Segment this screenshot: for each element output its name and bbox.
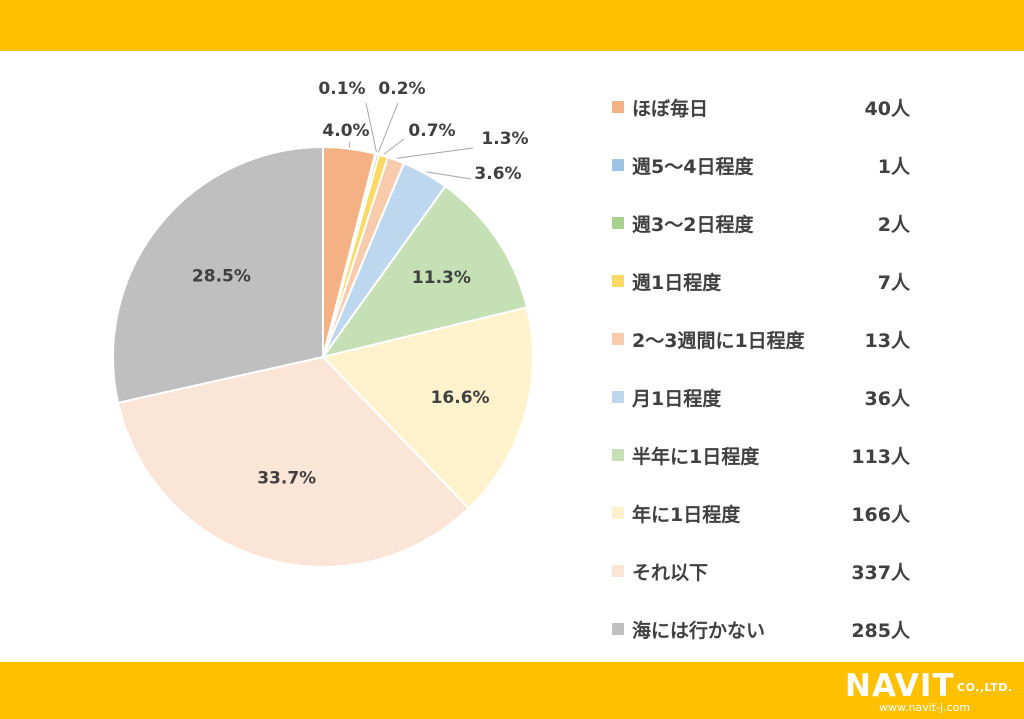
legend-swatch	[612, 217, 624, 229]
pie-slice-8	[116, 355, 471, 568]
legend-count: 36人	[864, 387, 910, 410]
legend-label: 週5～4日程度	[632, 155, 754, 178]
percent-label-2: 0.2%	[378, 79, 425, 99]
percent-label-1: 0.1%	[318, 79, 365, 99]
bottom-band	[0, 662, 1024, 719]
logo-suffix: CO.,LTD.	[957, 681, 1013, 694]
legend-swatch	[612, 391, 624, 403]
legend-label: ほぼ毎日	[632, 97, 709, 120]
legend-label: 半年に1日程度	[632, 445, 760, 468]
legend-count: 285人	[851, 619, 910, 642]
leader-line-5	[426, 171, 472, 180]
legend-item: 半年に1日程度 113人	[612, 426, 1012, 484]
legend-swatch	[612, 565, 624, 577]
legend-label: それ以下	[632, 561, 709, 584]
pie-chart: 4.0% 0.1% 0.2% 0.7% 1.3% 3.6% 11.3% 16.6% 33.7% 2…	[112, 79, 534, 568]
legend-label: 週1日程度	[632, 271, 722, 294]
leader-line-2	[377, 102, 399, 153]
navit-logo: NAVIT CO.,LTD. www.navit-j.com	[845, 668, 1020, 716]
legend-count: 40人	[864, 97, 910, 120]
pie-slice-7	[321, 306, 534, 510]
percent-label-9: 28.5%	[192, 267, 251, 287]
legend-swatch	[612, 623, 624, 635]
legend-label: 年に1日程度	[632, 503, 741, 526]
pie-slice-6	[320, 184, 529, 359]
legend-swatch	[612, 333, 624, 345]
legend-label: 2～3週間に1日程度	[632, 329, 805, 352]
legend-count: 1人	[877, 155, 910, 178]
legend-count: 337人	[851, 561, 910, 584]
percent-label-0: 4.0%	[322, 121, 369, 141]
legend-item: 週5～4日程度 1人	[612, 136, 1012, 194]
legend-swatch	[612, 159, 624, 171]
legend-count: 13人	[864, 329, 910, 352]
percent-label-3: 0.7%	[408, 121, 455, 141]
legend-item: 海には行かない 285人	[612, 600, 1012, 658]
legend-item: ほぼ毎日 40人	[612, 78, 1012, 136]
legend-item: 週3～2日程度 2人	[612, 194, 1012, 252]
pie-slices	[112, 145, 534, 568]
percent-label-5: 3.6%	[474, 164, 521, 184]
leader-line-3	[383, 138, 405, 155]
legend-count: 166人	[851, 503, 910, 526]
percent-label-7: 16.6%	[431, 388, 490, 408]
legend-label: 週3～2日程度	[632, 213, 754, 236]
legend-count: 2人	[877, 213, 910, 236]
legend-item: それ以下 337人	[612, 542, 1012, 600]
logo-brand: NAVIT	[845, 668, 955, 704]
legend-count: 113人	[851, 445, 910, 468]
legend-swatch	[612, 507, 624, 519]
percent-label-8: 33.7%	[257, 469, 316, 489]
legend-item: 月1日程度 36人	[612, 368, 1012, 426]
legend-item: 週1日程度 7人	[612, 252, 1012, 310]
legend-count: 7人	[877, 271, 910, 294]
legend-label: 月1日程度	[632, 387, 722, 410]
legend: ほぼ毎日 40人週5～4日程度 1人週3～2日程度 2人週1日程度 7人 2～3週間に1日…	[612, 78, 1012, 658]
leader-line-4	[396, 147, 474, 159]
leader-lines	[348, 102, 474, 180]
top-band	[0, 0, 1024, 51]
legend-item: 年に1日程度 166人	[612, 484, 1012, 542]
legend-item: 2～3週間に1日程度 13人	[612, 310, 1012, 368]
legend-swatch	[612, 449, 624, 461]
legend-swatch	[612, 101, 624, 113]
logo-url: www.navit-j.com	[879, 701, 971, 714]
percent-label-6: 11.3%	[412, 268, 471, 288]
legend-label: 海には行かない	[632, 619, 766, 642]
legend-swatch	[612, 275, 624, 287]
pie-slice-9	[112, 145, 324, 405]
leader-line-1	[365, 102, 377, 152]
percent-label-4: 1.3%	[481, 129, 528, 149]
percent-labels: 4.0% 0.1% 0.2% 0.7% 1.3% 3.6% 11.3% 16.6% 33.7% 2…	[192, 79, 529, 489]
